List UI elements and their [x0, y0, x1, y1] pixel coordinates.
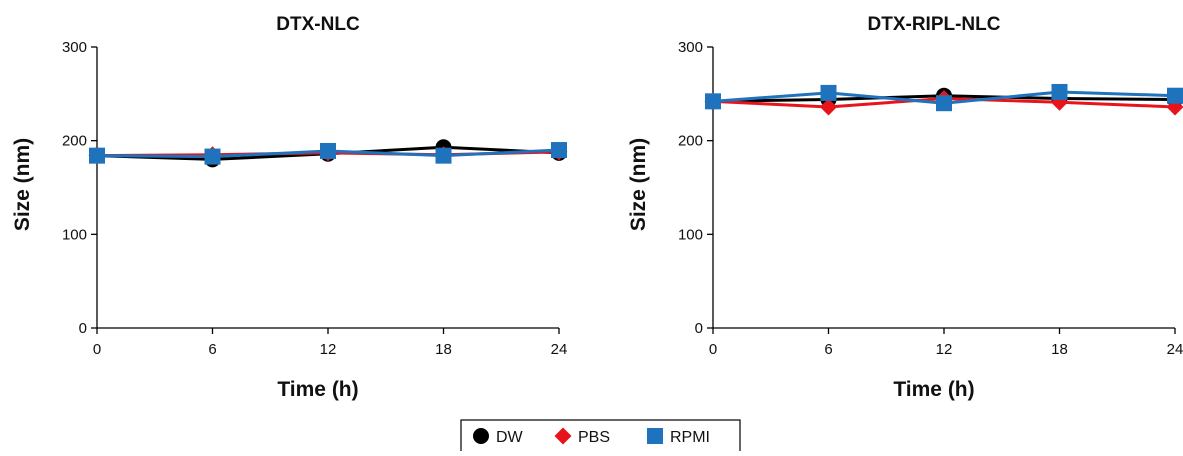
data-point-rpmi [936, 95, 952, 111]
data-point-rpmi [89, 148, 105, 164]
x-tick-label: 12 [320, 341, 337, 358]
data-point-rpmi [821, 85, 837, 101]
data-point-rpmi [436, 148, 452, 164]
y-tick-label: 300 [678, 39, 703, 56]
x-tick-label: 6 [208, 341, 216, 358]
y-tick-label: 0 [695, 320, 703, 337]
x-tick-label: 12 [936, 341, 953, 358]
chart-panel-2: DTX-RIPL-NLC 0 100 200 300 0 6 12 18 24 Time (h) Si… [627, 14, 1183, 401]
x-tick-label: 24 [551, 341, 568, 358]
x-tick-label: 0 [709, 341, 717, 358]
data-point-rpmi [205, 149, 221, 165]
y-tick-label: 100 [678, 226, 703, 243]
y-tick-label: 200 [678, 133, 703, 150]
y-tick-label: 200 [62, 133, 87, 150]
chart-title: DTX-RIPL-NLC [868, 14, 1001, 35]
legend-marker-rpmi [647, 428, 663, 444]
x-tick-label: 6 [824, 341, 832, 358]
x-tick-label: 24 [1167, 341, 1183, 358]
data-point-rpmi [320, 143, 336, 159]
legend-label-pbs: PBS [578, 429, 610, 446]
y-tick-label: 300 [62, 39, 87, 56]
y-axis-title: Size (nm) [11, 138, 34, 231]
x-axis-title: Time (h) [277, 378, 358, 401]
x-tick-label: 18 [1051, 341, 1068, 358]
x-axis-title: Time (h) [893, 378, 974, 401]
legend-marker-dw [473, 428, 489, 444]
data-point-rpmi [705, 93, 721, 109]
data-point-rpmi [1167, 88, 1183, 104]
legend-label-rpmi: RPMI [670, 429, 710, 446]
chart-panel-1: DTX-NLC 0 100 200 300 0 6 12 18 24 Time (h) Size (n… [11, 14, 568, 401]
data-point-rpmi [551, 142, 567, 158]
x-tick-label: 18 [435, 341, 452, 358]
chart-title: DTX-NLC [276, 14, 360, 35]
legend-label-dw: DW [496, 429, 524, 446]
y-tick-label: 100 [62, 226, 87, 243]
x-tick-label: 0 [93, 341, 101, 358]
y-axis-title: Size (nm) [627, 138, 650, 231]
data-point-rpmi [1052, 84, 1068, 100]
y-tick-label: 0 [79, 320, 87, 337]
legend: DW PBS RPMI [461, 420, 740, 451]
